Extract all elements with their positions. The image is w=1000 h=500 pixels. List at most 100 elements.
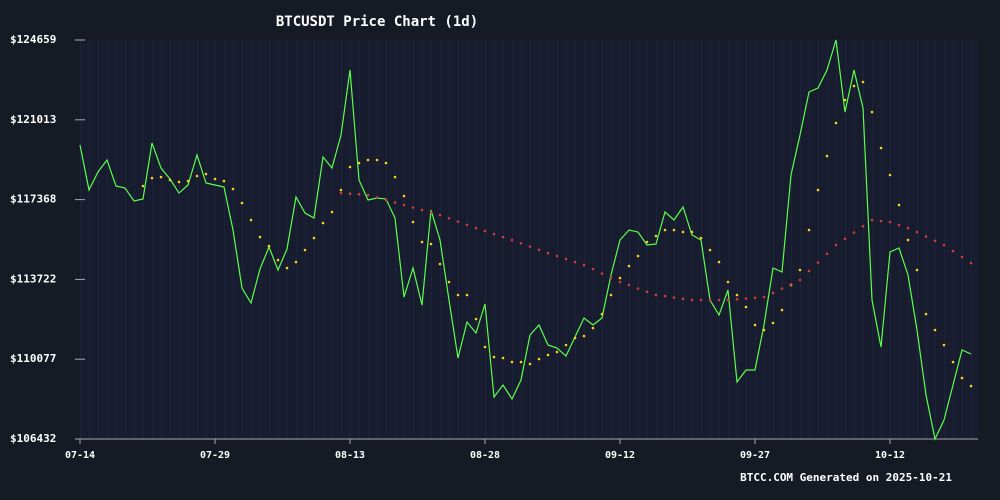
- ma-dot: [969, 261, 973, 265]
- ma-dot: [672, 228, 676, 232]
- ma-dot: [861, 80, 865, 84]
- x-tick-label: 09-27: [740, 450, 770, 461]
- ma-dot: [573, 336, 577, 340]
- ma-dot: [285, 266, 289, 270]
- ma-dot: [375, 196, 379, 199]
- x-tick-label: 09-12: [605, 450, 635, 461]
- ma-dot: [717, 298, 721, 302]
- ma-dot: [483, 229, 487, 233]
- ma-dot: [456, 293, 460, 297]
- ma-dot: [195, 174, 199, 178]
- ma-dot: [591, 326, 595, 330]
- ma-dot: [474, 317, 478, 321]
- ma-dot: [276, 258, 280, 262]
- ma-dot: [258, 235, 262, 239]
- ma-dot: [681, 230, 685, 234]
- ma-dot: [141, 184, 145, 188]
- ma-dot: [618, 276, 622, 280]
- ma-dot: [645, 240, 649, 244]
- ma-dot: [870, 218, 874, 222]
- ma-dot: [708, 248, 712, 252]
- ma-dot: [303, 248, 307, 252]
- ma-dot: [483, 345, 487, 349]
- y-tick-label: $106432: [10, 432, 56, 445]
- ma-dot: [465, 223, 469, 227]
- ma-dot: [393, 201, 397, 204]
- ma-dot: [519, 360, 523, 364]
- footer: BTCC.COM Generated on 2025-10-21: [740, 471, 952, 484]
- x-tick-label: 08-13: [335, 450, 365, 461]
- ma-dot: [429, 242, 433, 246]
- ma-dot: [564, 257, 568, 261]
- ma-dot: [897, 203, 901, 207]
- ma-dot: [600, 272, 604, 275]
- ma-dot: [411, 220, 415, 224]
- ma-dot: [438, 262, 442, 266]
- ma-dot: [213, 177, 217, 181]
- ma-dot: [915, 230, 919, 234]
- ma-dot: [420, 240, 424, 244]
- ma-dot: [726, 280, 730, 284]
- ma-dot: [663, 228, 667, 232]
- ma-dot: [681, 297, 685, 301]
- ma-dot: [969, 384, 973, 388]
- ma-dot: [384, 198, 388, 202]
- ma-dot: [798, 278, 802, 282]
- ma-dot: [780, 308, 784, 312]
- ma-dot: [897, 223, 901, 227]
- ma-dot: [492, 232, 496, 236]
- ma-dot: [942, 243, 946, 247]
- ma-dot: [465, 293, 469, 297]
- ma-dot: [654, 293, 658, 297]
- ma-dot: [501, 235, 505, 239]
- ma-dot: [555, 350, 559, 354]
- ma-dot: [690, 298, 694, 302]
- ma-dot: [582, 334, 586, 338]
- ma-dot: [546, 251, 550, 255]
- ma-dot: [933, 239, 937, 243]
- ma-dot: [267, 244, 271, 248]
- ma-dot: [825, 252, 829, 256]
- ma-dot: [222, 179, 226, 183]
- ma-dot: [753, 323, 757, 327]
- ma-dot: [330, 210, 334, 214]
- ma-dot: [321, 221, 325, 225]
- ma-dot: [510, 238, 514, 242]
- ma-dot: [879, 146, 883, 150]
- ma-dot: [627, 283, 631, 287]
- ma-dot: [636, 287, 640, 290]
- x-tick-label: 07-14: [65, 450, 95, 461]
- ma-dot: [339, 191, 343, 195]
- ma-dot: [771, 321, 775, 325]
- ma-dot: [789, 282, 793, 286]
- y-tick-label: $117368: [10, 193, 56, 206]
- ma-dot: [690, 230, 694, 234]
- ma-dot: [150, 176, 154, 180]
- ma-dot: [582, 263, 586, 267]
- ma-dot: [915, 268, 919, 272]
- ma-dot: [366, 193, 370, 197]
- ma-dot: [177, 180, 181, 184]
- y-tick-label: $113722: [10, 272, 56, 285]
- ma-dot: [861, 225, 865, 228]
- ma-dot: [429, 211, 433, 214]
- ma-dot: [474, 226, 478, 230]
- y-tick-label: $124659: [10, 33, 56, 46]
- ma-dot: [870, 110, 874, 114]
- ma-dot: [402, 194, 406, 198]
- ma-dot: [537, 248, 541, 252]
- ma-dot: [393, 175, 397, 179]
- ma-dot: [528, 245, 532, 248]
- ma-dot: [744, 305, 748, 309]
- ma-dot: [933, 328, 937, 332]
- ma-dot: [663, 294, 667, 298]
- ma-dot: [456, 220, 460, 223]
- ma-dot: [735, 293, 739, 297]
- ma-dot: [726, 298, 730, 302]
- y-tick-label: $110077: [10, 352, 56, 365]
- ma-dot: [447, 280, 451, 284]
- ma-dot: [249, 218, 253, 222]
- x-tick-label: 07-29: [200, 450, 230, 461]
